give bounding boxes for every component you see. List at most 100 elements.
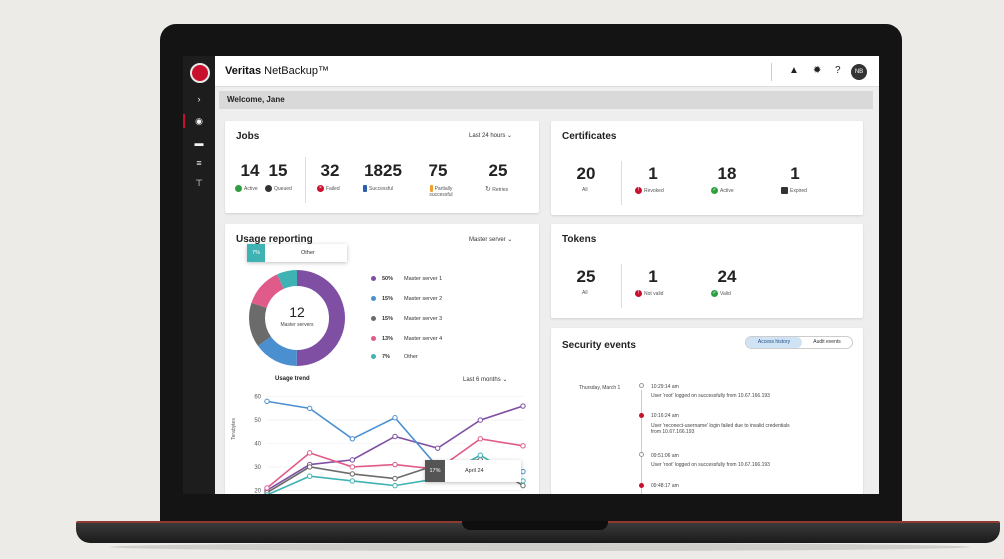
tokens-notvalid-count[interactable]: 1 xyxy=(648,267,658,286)
timeline-error-node xyxy=(639,413,644,418)
usage-filter-dropdown[interactable]: Master server ⌄ xyxy=(469,237,513,243)
tokens-title: Tokens xyxy=(562,234,597,245)
check-icon: ✓ xyxy=(711,187,718,194)
tab-audit-events[interactable]: Audit events xyxy=(813,339,841,345)
jobs-failed-count[interactable]: 32 xyxy=(320,161,340,180)
donut-tooltip: 7% Other xyxy=(247,244,347,262)
legend-item-server1[interactable]: 50% Master server 1 xyxy=(371,276,442,282)
jobs-failed-label: × Failed xyxy=(317,185,340,192)
donut-tooltip-pct: 7% xyxy=(247,244,265,262)
donut-slice-other[interactable] xyxy=(249,270,345,366)
data-point[interactable] xyxy=(520,468,526,475)
data-point[interactable] xyxy=(349,436,356,442)
event-text[interactable]: User 'root' logged on successfully from … xyxy=(651,393,770,399)
cert-revoked-count[interactable]: 1 xyxy=(648,164,658,183)
legend-item-other[interactable]: 7% Other xyxy=(371,354,418,360)
data-point[interactable] xyxy=(306,473,313,479)
cert-active-count[interactable]: 18 xyxy=(717,164,737,183)
usage-trend-ylabel: Terabytes xyxy=(230,418,237,440)
jobs-successful-label: Successful xyxy=(363,185,393,192)
jobs-queued-count[interactable]: 15 xyxy=(268,161,288,180)
cert-all-label: All xyxy=(582,187,588,193)
timeline-line xyxy=(641,390,642,494)
data-point[interactable] xyxy=(264,398,270,405)
data-point[interactable] xyxy=(520,403,526,409)
jobs-active-count[interactable]: 14 xyxy=(240,161,260,180)
error-icon: × xyxy=(317,185,324,192)
security-events-card: Security events Access history Audit eve… xyxy=(551,328,863,494)
usage-trend-range-dropdown[interactable]: Last 6 months ⌄ xyxy=(463,377,508,383)
data-point[interactable] xyxy=(349,478,356,484)
donut-slice-server3[interactable] xyxy=(249,270,345,366)
jobs-partial-count[interactable]: 75 xyxy=(428,161,448,180)
data-point[interactable] xyxy=(264,485,270,491)
warning-icon: ! xyxy=(635,187,642,194)
jobs-successful-count[interactable]: 1825 xyxy=(364,161,402,180)
data-point[interactable] xyxy=(392,461,398,468)
calendar-icon xyxy=(781,187,788,194)
jobs-title: Jobs xyxy=(236,131,260,142)
data-point[interactable] xyxy=(392,415,398,421)
dashboard-icon[interactable]: ◉ xyxy=(195,116,203,126)
usage-trend-title: Usage trend xyxy=(275,376,310,382)
event-time: 09:51:06 am xyxy=(651,453,679,459)
tokens-all-count[interactable]: 25 xyxy=(576,267,596,286)
data-point[interactable] xyxy=(477,417,484,423)
event-text-continued: from 10.67.166.193 xyxy=(651,429,695,435)
left-nav: › ◉ ▬ ≡ ⊤ xyxy=(183,56,215,494)
jobs-partial-label: Partially successful xyxy=(429,185,453,198)
data-point[interactable] xyxy=(520,482,526,489)
tokens-notvalid-label: ! Not valid xyxy=(635,290,663,297)
data-point[interactable] xyxy=(306,450,313,456)
data-point[interactable] xyxy=(349,471,356,477)
data-point[interactable] xyxy=(520,443,526,449)
legend-item-server4[interactable]: 13% Master server 4 xyxy=(371,336,442,342)
usage-title: Usage reporting xyxy=(236,234,313,245)
welcome-banner: Welcome, Jane xyxy=(219,91,873,109)
expand-chevron-icon[interactable]: › xyxy=(197,94,201,104)
tokens-valid-count[interactable]: 24 xyxy=(717,267,737,286)
gear-icon[interactable]: ✹ xyxy=(813,65,822,76)
help-icon[interactable]: ? xyxy=(835,65,841,76)
briefcase-icon[interactable]: ▬ xyxy=(194,138,204,148)
event-text[interactable]: User 'root' logged on successfully from … xyxy=(651,462,770,468)
security-tabs: Access history Audit events xyxy=(745,336,853,349)
data-point[interactable] xyxy=(306,405,313,412)
jobs-active-label: Active xyxy=(235,185,258,192)
data-point[interactable] xyxy=(306,464,313,470)
donut-tooltip-label: Other xyxy=(301,250,315,256)
jobs-card: Jobs Last 24 hours ⌄ 14 Active 15 Queued… xyxy=(225,121,539,213)
data-point[interactable] xyxy=(477,452,484,458)
data-point[interactable] xyxy=(477,436,484,442)
event-time: 10:29:14 am xyxy=(651,384,679,390)
clock-icon xyxy=(265,185,272,192)
settings-tool-icon[interactable]: ⊤ xyxy=(195,178,203,188)
cert-expired-count[interactable]: 1 xyxy=(790,164,800,183)
chart-tooltip-date: April 24 xyxy=(465,468,484,474)
cert-separator xyxy=(621,161,622,205)
data-point[interactable] xyxy=(349,457,356,463)
data-point[interactable] xyxy=(434,445,441,451)
veritas-logo[interactable] xyxy=(190,63,210,83)
avatar[interactable]: NB xyxy=(851,64,867,80)
cert-all-count[interactable]: 20 xyxy=(576,164,596,183)
bell-icon[interactable]: ▲ xyxy=(789,65,799,76)
legend-item-server3[interactable]: 15% Master server 3 xyxy=(371,316,442,322)
data-point[interactable] xyxy=(392,433,398,440)
database-icon[interactable]: ≡ xyxy=(196,158,202,168)
event-text[interactable]: User 'reconect-username' login failed du… xyxy=(651,423,790,429)
data-point[interactable] xyxy=(349,464,356,470)
jobs-retries-count[interactable]: 25 xyxy=(488,161,508,180)
data-point[interactable] xyxy=(520,478,526,484)
data-point[interactable] xyxy=(264,492,270,494)
tab-access-history[interactable]: Access history xyxy=(746,337,802,348)
retry-icon: ↻ xyxy=(485,186,491,193)
usage-donut-chart xyxy=(249,270,345,366)
jobs-range-dropdown[interactable]: Last 24 hours ⌄ xyxy=(469,133,513,139)
legend-item-server2[interactable]: 15% Master server 2 xyxy=(371,296,442,302)
tokens-card: Tokens 25 All 1 ! Not valid 24 ✓ Valid xyxy=(551,224,863,318)
data-point[interactable] xyxy=(392,482,398,489)
data-point[interactable] xyxy=(392,475,398,482)
tokens-separator xyxy=(621,264,622,308)
y-tick-label: 40 xyxy=(254,441,261,447)
